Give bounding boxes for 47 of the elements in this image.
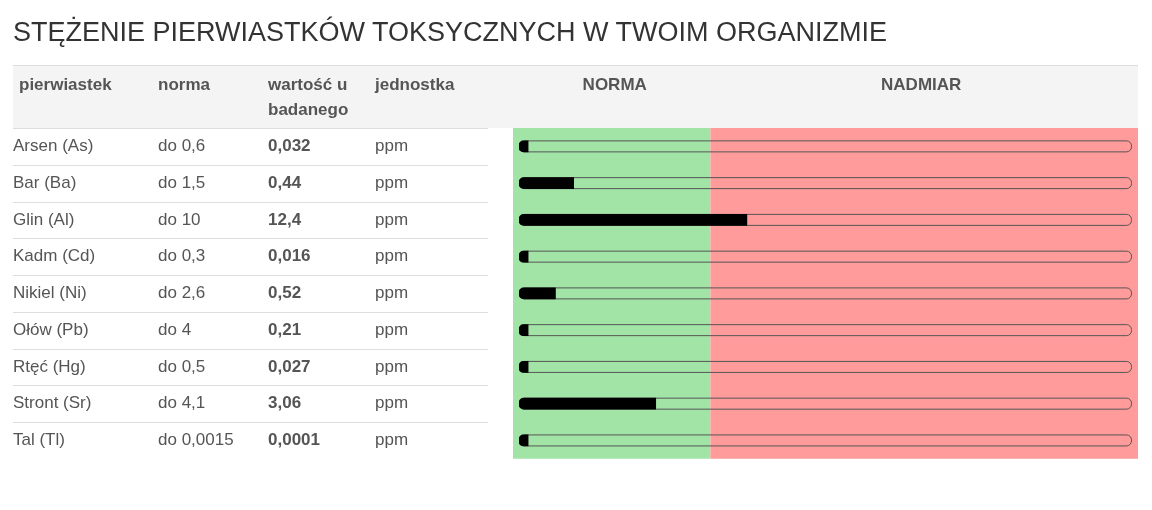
text: 0,44 — [268, 172, 302, 192]
text: ppm — [375, 246, 409, 266]
text: ppm — [375, 136, 409, 156]
bar — [519, 287, 556, 300]
text: do 0,5 — [158, 356, 206, 376]
y-tick-label: Stront (Sr) — [13, 393, 92, 413]
text: ppm — [375, 172, 409, 192]
y-tick-label: Nikiel (Ni) — [13, 283, 87, 303]
y-tick-label: Glin (Al) — [13, 209, 75, 229]
text: do 4 — [158, 319, 192, 339]
text: do 0,6 — [158, 136, 206, 156]
y-tick-label: Bar (Ba) — [13, 172, 77, 192]
text: 0,027 — [268, 356, 311, 376]
text: ppm — [375, 209, 409, 229]
y-tick-label: Rtęć (Hg) — [13, 356, 86, 376]
text: wartość u badanego — [267, 74, 349, 119]
text: 0,0001 — [268, 430, 320, 450]
text: ppm — [375, 319, 409, 339]
bar — [519, 397, 657, 410]
text: ppm — [375, 356, 409, 376]
y-tick-label: Arsen (As) — [13, 136, 94, 156]
text: jednostka — [374, 74, 455, 94]
text: do 1,5 — [158, 172, 206, 192]
text: ppm — [375, 283, 409, 303]
bar — [519, 177, 575, 189]
text: do 4,1 — [158, 393, 206, 413]
y-tick-label: Kadm (Cd) — [13, 246, 96, 266]
text: ppm — [375, 393, 409, 413]
text: 12,4 — [268, 209, 302, 229]
text: 3,06 — [268, 393, 302, 413]
text: 0,52 — [268, 283, 302, 303]
band-label: NORMA — [582, 74, 647, 94]
y-axis-title: pierwiastek — [19, 74, 113, 94]
y-tick-label: Ołów (Pb) — [13, 319, 89, 339]
text: 0,032 — [268, 136, 311, 156]
band-label: NADMIAR — [881, 74, 962, 94]
text: norma — [158, 74, 211, 94]
text: do 10 — [158, 209, 201, 229]
text: do 2,6 — [158, 283, 206, 303]
y-tick-label: Tal (Tl) — [13, 430, 65, 450]
text: do 0,0015 — [158, 430, 234, 450]
chart-title: STĘŻENIE PIERWIASTKÓW TOKSYCZNYCH W TWOIM ORGANIZMIE — [12, 15, 889, 49]
text: ppm — [375, 430, 409, 450]
text: 0,21 — [268, 319, 302, 339]
text: do 0,3 — [158, 246, 206, 266]
bar — [519, 214, 748, 226]
text: 0,016 — [268, 246, 311, 266]
